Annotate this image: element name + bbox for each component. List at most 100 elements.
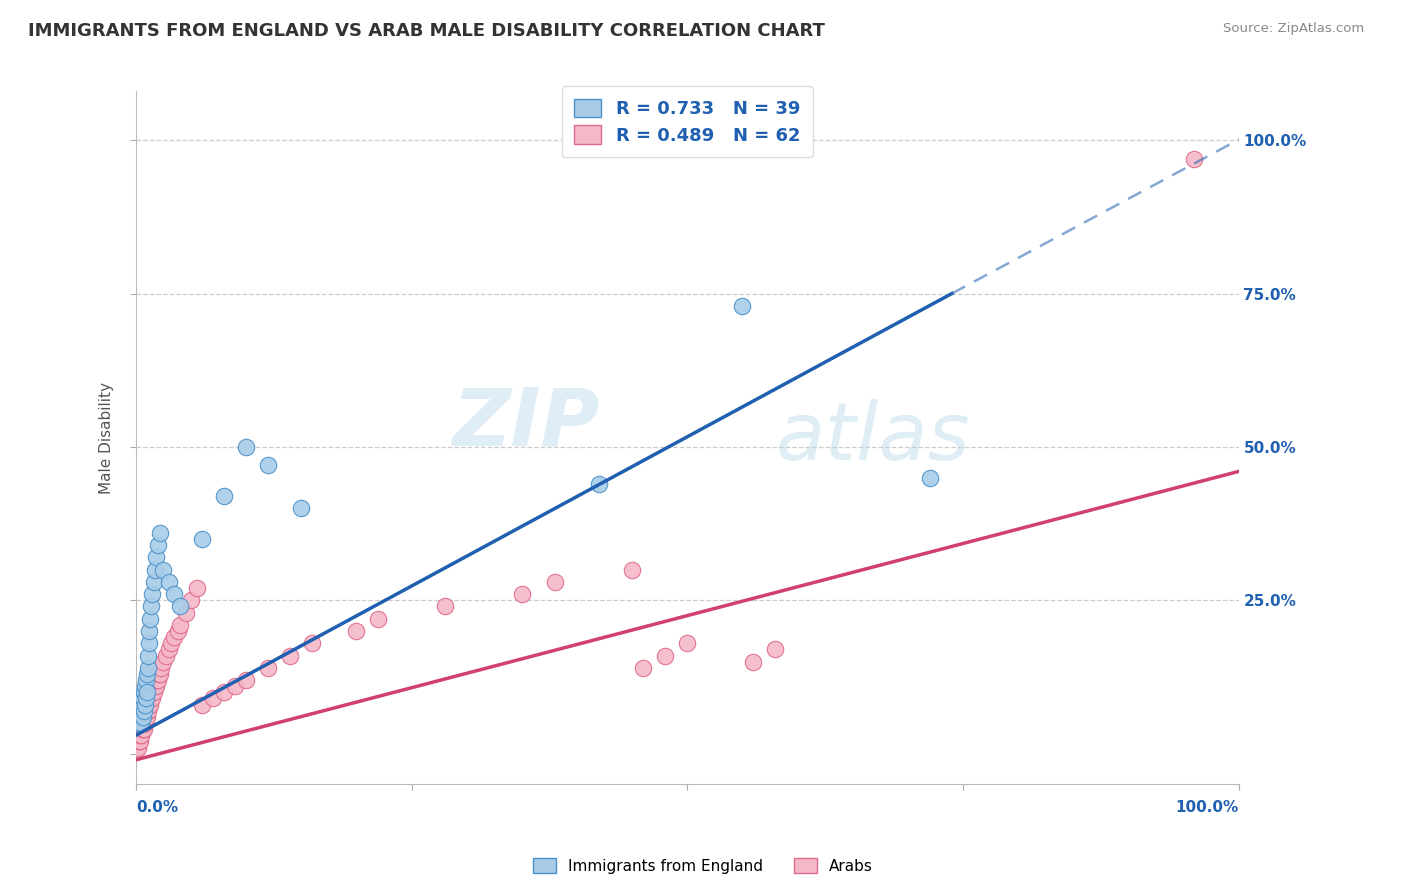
Point xyxy=(136,661,159,675)
Point xyxy=(148,667,170,681)
Text: Source: ZipAtlas.com: Source: ZipAtlas.com xyxy=(1223,22,1364,36)
Point xyxy=(186,581,208,595)
Point xyxy=(157,574,180,589)
Y-axis label: Male Disability: Male Disability xyxy=(100,382,114,493)
Point xyxy=(143,563,166,577)
Point xyxy=(145,679,167,693)
Point xyxy=(143,679,166,693)
Point xyxy=(257,661,280,675)
Point xyxy=(136,704,159,718)
Point xyxy=(301,636,323,650)
Point xyxy=(731,299,754,313)
Point xyxy=(127,740,149,755)
Point xyxy=(621,563,644,577)
Point xyxy=(631,661,654,675)
Point xyxy=(166,624,188,638)
Point xyxy=(141,691,163,706)
Point xyxy=(146,673,169,687)
Point xyxy=(278,648,301,663)
Point xyxy=(145,550,167,565)
Point xyxy=(135,667,157,681)
Point xyxy=(157,642,180,657)
Text: ZIP: ZIP xyxy=(451,384,599,463)
Point xyxy=(135,704,157,718)
Point xyxy=(125,740,148,755)
Point xyxy=(163,630,186,644)
Point xyxy=(588,476,610,491)
Point xyxy=(131,722,153,736)
Point xyxy=(131,728,153,742)
Point xyxy=(163,587,186,601)
Point xyxy=(135,685,157,699)
Point xyxy=(141,691,163,706)
Point xyxy=(132,685,155,699)
Legend: R = 0.733   N = 39, R = 0.489   N = 62: R = 0.733 N = 39, R = 0.489 N = 62 xyxy=(561,87,813,157)
Point xyxy=(191,532,214,546)
Point xyxy=(149,667,172,681)
Point xyxy=(212,685,235,699)
Point xyxy=(132,722,155,736)
Text: 0.0%: 0.0% xyxy=(136,800,179,814)
Point xyxy=(918,470,941,484)
Point xyxy=(433,599,456,614)
Point xyxy=(742,655,765,669)
Point xyxy=(134,698,156,712)
Point xyxy=(131,728,153,742)
Point xyxy=(146,538,169,552)
Point xyxy=(676,636,699,650)
Point xyxy=(169,617,191,632)
Point xyxy=(1184,152,1206,166)
Point xyxy=(128,710,150,724)
Point xyxy=(212,489,235,503)
Point xyxy=(146,673,169,687)
Point xyxy=(235,440,257,454)
Point xyxy=(128,734,150,748)
Point xyxy=(131,722,153,736)
Point xyxy=(150,661,173,675)
Point xyxy=(149,525,172,540)
Point xyxy=(290,501,312,516)
Text: 100.0%: 100.0% xyxy=(1175,800,1239,814)
Point xyxy=(134,716,156,731)
Point xyxy=(235,673,257,687)
Point xyxy=(138,698,160,712)
Point xyxy=(169,599,191,614)
Point xyxy=(765,642,787,657)
Point xyxy=(141,599,163,614)
Point xyxy=(131,716,153,731)
Legend: Immigrants from England, Arabs: Immigrants from England, Arabs xyxy=(527,852,879,880)
Point xyxy=(142,574,165,589)
Point xyxy=(135,691,157,706)
Point xyxy=(367,612,389,626)
Point xyxy=(139,698,162,712)
Point xyxy=(132,704,155,718)
Point xyxy=(257,458,280,473)
Point xyxy=(135,710,157,724)
Text: atlas: atlas xyxy=(776,399,970,476)
Point xyxy=(132,716,155,731)
Point xyxy=(141,685,163,699)
Point xyxy=(131,710,153,724)
Point xyxy=(224,679,246,693)
Point xyxy=(128,734,150,748)
Text: IMMIGRANTS FROM ENGLAND VS ARAB MALE DISABILITY CORRELATION CHART: IMMIGRANTS FROM ENGLAND VS ARAB MALE DIS… xyxy=(28,22,825,40)
Point xyxy=(129,728,152,742)
Point xyxy=(152,563,174,577)
Point xyxy=(135,710,157,724)
Point xyxy=(654,648,676,663)
Point xyxy=(191,698,214,712)
Point xyxy=(180,593,202,607)
Point xyxy=(134,679,156,693)
Point xyxy=(138,636,160,650)
Point xyxy=(131,698,153,712)
Point xyxy=(127,716,149,731)
Point xyxy=(152,655,174,669)
Point xyxy=(160,636,183,650)
Point xyxy=(202,691,225,706)
Point xyxy=(155,648,177,663)
Point xyxy=(544,574,567,589)
Point xyxy=(510,587,533,601)
Point xyxy=(139,612,162,626)
Point xyxy=(129,704,152,718)
Point xyxy=(141,587,163,601)
